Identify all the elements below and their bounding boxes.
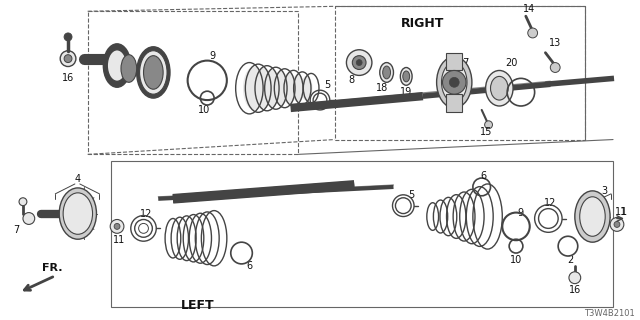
Ellipse shape (137, 47, 170, 98)
Circle shape (449, 77, 459, 87)
Ellipse shape (272, 71, 289, 105)
Ellipse shape (103, 44, 131, 87)
Circle shape (64, 55, 72, 63)
Circle shape (19, 198, 27, 206)
Text: 9: 9 (209, 51, 215, 61)
Text: FR.: FR. (42, 263, 63, 273)
Ellipse shape (301, 76, 312, 101)
Ellipse shape (436, 57, 472, 108)
Text: 7: 7 (13, 225, 19, 235)
Ellipse shape (143, 56, 163, 89)
Ellipse shape (442, 63, 467, 102)
Ellipse shape (253, 68, 273, 108)
Ellipse shape (63, 193, 93, 234)
Text: 11: 11 (615, 207, 627, 217)
Ellipse shape (243, 67, 264, 110)
Text: 18: 18 (376, 83, 388, 93)
Circle shape (550, 63, 560, 72)
Text: 16: 16 (62, 73, 74, 84)
Ellipse shape (282, 73, 296, 104)
Text: LEFT: LEFT (180, 299, 214, 312)
Ellipse shape (60, 188, 97, 239)
Text: 6: 6 (481, 171, 487, 181)
Bar (335, 6, 584, 140)
Text: 2: 2 (567, 255, 573, 265)
Text: 10: 10 (198, 105, 211, 115)
Text: 9: 9 (518, 208, 524, 218)
Text: 1: 1 (621, 207, 627, 217)
Text: 13: 13 (549, 38, 561, 48)
Circle shape (60, 51, 76, 67)
Bar (447, 94, 462, 112)
Text: 16: 16 (569, 284, 581, 294)
Circle shape (442, 70, 466, 94)
Circle shape (64, 33, 72, 41)
Bar (88, 11, 298, 154)
Circle shape (614, 221, 620, 228)
Ellipse shape (580, 197, 605, 236)
Circle shape (569, 272, 580, 284)
Circle shape (352, 56, 366, 69)
Text: 14: 14 (523, 4, 535, 14)
Ellipse shape (121, 55, 137, 82)
Ellipse shape (380, 63, 394, 82)
Text: RIGHT: RIGHT (401, 17, 445, 30)
Ellipse shape (403, 71, 410, 82)
Ellipse shape (291, 74, 305, 102)
Ellipse shape (401, 68, 412, 85)
Circle shape (346, 50, 372, 76)
Bar (111, 161, 613, 307)
Ellipse shape (490, 76, 508, 100)
Circle shape (610, 218, 624, 231)
Bar (447, 53, 462, 70)
Text: 4: 4 (75, 174, 81, 184)
Text: 5: 5 (324, 80, 331, 90)
Text: 17: 17 (458, 58, 470, 68)
Circle shape (114, 223, 120, 229)
Text: T3W4B2101: T3W4B2101 (584, 309, 634, 318)
Ellipse shape (486, 70, 513, 106)
Ellipse shape (262, 70, 280, 107)
Circle shape (528, 28, 538, 38)
Ellipse shape (575, 191, 610, 242)
Text: 5: 5 (408, 190, 414, 200)
Text: 11: 11 (113, 235, 125, 245)
Circle shape (356, 60, 362, 66)
Text: 20: 20 (505, 58, 517, 68)
Text: 19: 19 (400, 87, 412, 97)
Text: 10: 10 (510, 255, 522, 265)
Circle shape (484, 121, 493, 129)
Text: 6: 6 (246, 261, 252, 271)
Ellipse shape (383, 66, 390, 79)
Text: 15: 15 (481, 127, 493, 137)
Text: 12: 12 (140, 209, 153, 219)
Text: 12: 12 (544, 198, 557, 208)
Circle shape (23, 212, 35, 224)
Text: 3: 3 (601, 186, 607, 196)
Text: 8: 8 (348, 75, 355, 85)
Ellipse shape (140, 51, 167, 94)
Ellipse shape (108, 50, 127, 81)
Circle shape (110, 220, 124, 233)
